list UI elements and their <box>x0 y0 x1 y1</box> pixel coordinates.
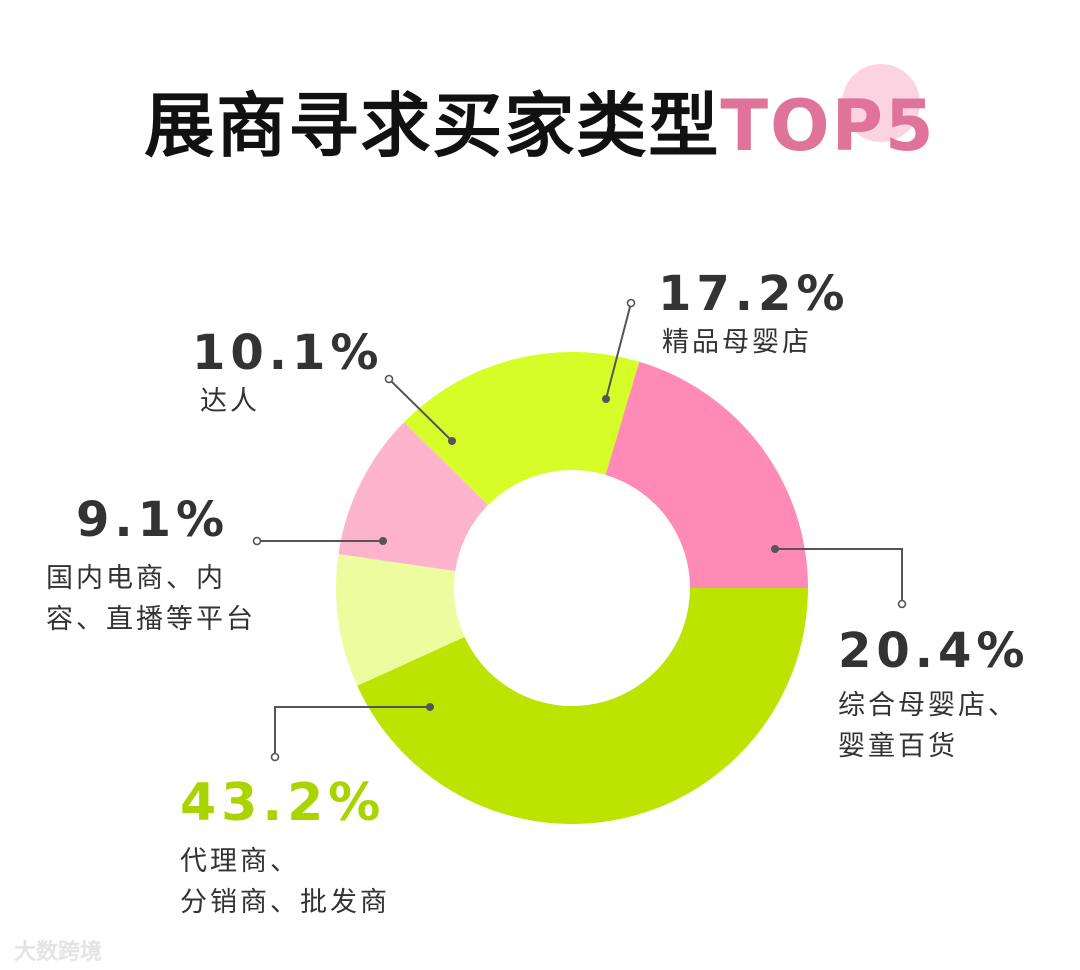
leader-dot-influencers <box>448 437 456 445</box>
desc-influencers: 达人 <box>200 386 260 417</box>
leader-line-boutique <box>605 302 632 400</box>
leader-end-general-store <box>897 599 907 609</box>
slice-influencers <box>338 422 489 572</box>
label-influencers: 10.1% 达人 <box>192 325 384 422</box>
leader-end-agents <box>270 752 280 762</box>
pct-boutique: 17.2% <box>658 266 850 322</box>
leader-end-platforms <box>252 536 262 546</box>
leader-end-influencers <box>384 374 394 384</box>
desc-platforms: 国内电商、内 容、直播等平台 <box>46 563 256 635</box>
pct-influencers: 10.1% <box>192 325 384 381</box>
chart-title-accent: TOP5 <box>720 85 936 167</box>
label-agents: 43.2% 代理商、 分销商、批发商 <box>180 775 390 923</box>
leader-dot-agents <box>426 703 434 711</box>
pct-general-store: 20.4% <box>838 623 1030 679</box>
leader-line-agents <box>274 706 430 757</box>
pct-agents: 43.2% <box>180 773 386 833</box>
chart-title-main: 展商寻求买家类型 <box>144 85 721 167</box>
chart-title: 展商寻求买家类型TOP5 <box>0 70 1080 171</box>
label-platforms-desc: 国内电商、内 容、直播等平台 <box>46 558 256 640</box>
desc-boutique: 精品母婴店 <box>662 327 812 358</box>
leader-line-influencers <box>388 378 453 442</box>
slice-agents <box>357 588 808 824</box>
label-platforms: 9.1% <box>76 492 229 548</box>
slice-boutique <box>404 352 640 506</box>
leader-dot-platforms <box>379 537 387 545</box>
slice-general-store <box>605 361 808 588</box>
leader-dot-boutique <box>602 395 610 403</box>
title-decor-circle <box>842 64 920 142</box>
slice-platforms <box>335 554 465 686</box>
watermark: 大数跨境 <box>14 940 103 965</box>
pct-platforms: 9.1% <box>76 492 230 548</box>
label-general-store: 20.4% 综合母婴店、 婴童百货 <box>838 623 1030 767</box>
desc-general-store: 综合母婴店、 婴童百货 <box>838 690 1018 762</box>
leader-line-general-store <box>775 548 903 604</box>
leader-end-boutique <box>626 298 636 308</box>
desc-agents: 代理商、 分销商、批发商 <box>180 846 390 918</box>
label-boutique: 17.2% 精品母婴店 <box>658 266 850 363</box>
leader-dot-general-store <box>771 545 779 553</box>
